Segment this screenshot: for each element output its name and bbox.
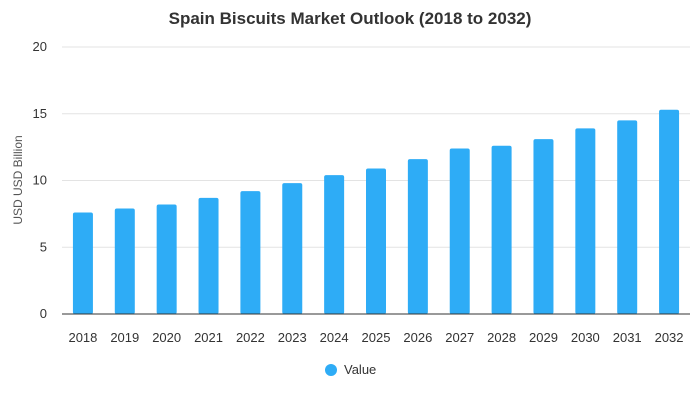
x-tick-label: 2029 [529,330,558,345]
bar-2022[interactable] [240,191,261,314]
x-tick-label: 2023 [278,330,307,345]
bar-2032[interactable] [659,109,680,315]
x-tick-label: 2024 [320,330,349,345]
x-tick-label: 2026 [403,330,432,345]
x-tick-labels: 2018 2019 2020 2021 2022 2023 2024 2025 2026 2027… [68,330,683,345]
x-tick-label: 2022 [236,330,265,345]
y-tick-label: 10 [33,173,47,188]
bar-2019[interactable] [114,208,135,314]
bar-2030[interactable] [575,128,596,314]
bars [72,109,680,315]
legend-swatch [325,364,337,376]
bar-2018[interactable] [72,212,93,314]
x-tick-label: 2025 [362,330,391,345]
y-tick-label: 15 [33,106,47,121]
bar-2024[interactable] [324,175,345,314]
y-tick-labels: 0 5 10 15 20 [33,39,47,321]
legend-label: Value [344,362,376,377]
y-tick-label: 0 [40,306,47,321]
bar-2026[interactable] [407,159,428,314]
x-tick-label: 2032 [655,330,684,345]
x-tick-label: 2020 [152,330,181,345]
y-axis-label: USD USD Billion [11,135,25,224]
x-tick-label: 2019 [110,330,139,345]
x-tick-label: 2030 [571,330,600,345]
x-tick-label: 2027 [445,330,474,345]
bar-2028[interactable] [491,145,512,314]
bar-2031[interactable] [617,120,638,314]
x-tick-label: 2018 [68,330,97,345]
bar-2021[interactable] [198,197,219,314]
bar-2025[interactable] [366,168,386,314]
bar-2029[interactable] [533,139,554,314]
x-tick-label: 2031 [613,330,642,345]
y-tick-label: 5 [40,239,47,254]
bar-2020[interactable] [156,204,177,314]
bar-2027[interactable] [449,148,470,314]
chart-title: Spain Biscuits Market Outlook (2018 to 2… [169,9,532,28]
x-tick-label: 2021 [194,330,223,345]
y-tick-label: 20 [33,39,47,54]
x-tick-label: 2028 [487,330,516,345]
legend[interactable]: Value [325,362,376,377]
bar-2023[interactable] [282,183,303,314]
